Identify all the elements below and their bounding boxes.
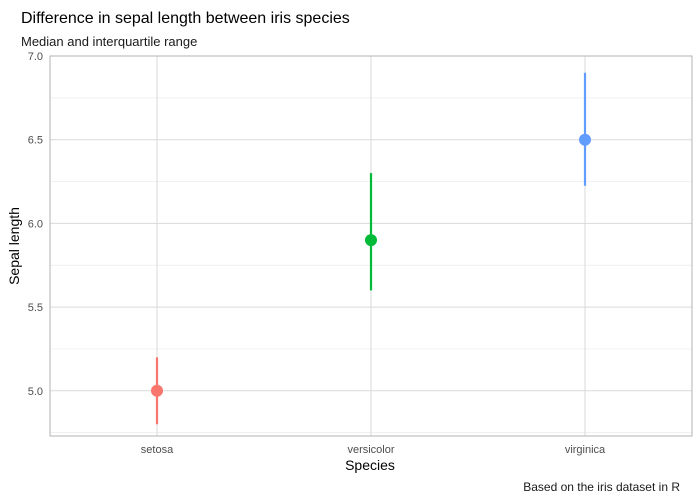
y-tick-label: 5.5	[28, 302, 43, 314]
chart-subtitle: Median and interquartile range	[21, 34, 197, 49]
x-tick-label: virginica	[565, 444, 606, 456]
y-tick-label: 7.0	[28, 51, 43, 63]
y-tick-label: 5.0	[28, 386, 43, 398]
median-point	[151, 384, 163, 397]
x-tick-label: setosa	[141, 444, 174, 456]
median-point	[579, 133, 591, 146]
x-tick-label: versicolor	[347, 444, 394, 456]
chart-caption: Based on the iris dataset in R	[523, 480, 680, 494]
chart-title: Difference in sepal length between iris …	[21, 10, 350, 27]
y-tick-label: 6.5	[28, 135, 43, 147]
y-tick-label: 6.0	[28, 218, 43, 230]
panel-border	[49, 55, 693, 437]
y-axis-title: Sepal length	[6, 207, 22, 285]
median-point	[365, 234, 377, 247]
plot-panel: 5.0 5.5 6.0 6.5 7.0 setosa versicolor virginica	[28, 51, 693, 456]
x-axis-title: Species	[345, 457, 395, 473]
